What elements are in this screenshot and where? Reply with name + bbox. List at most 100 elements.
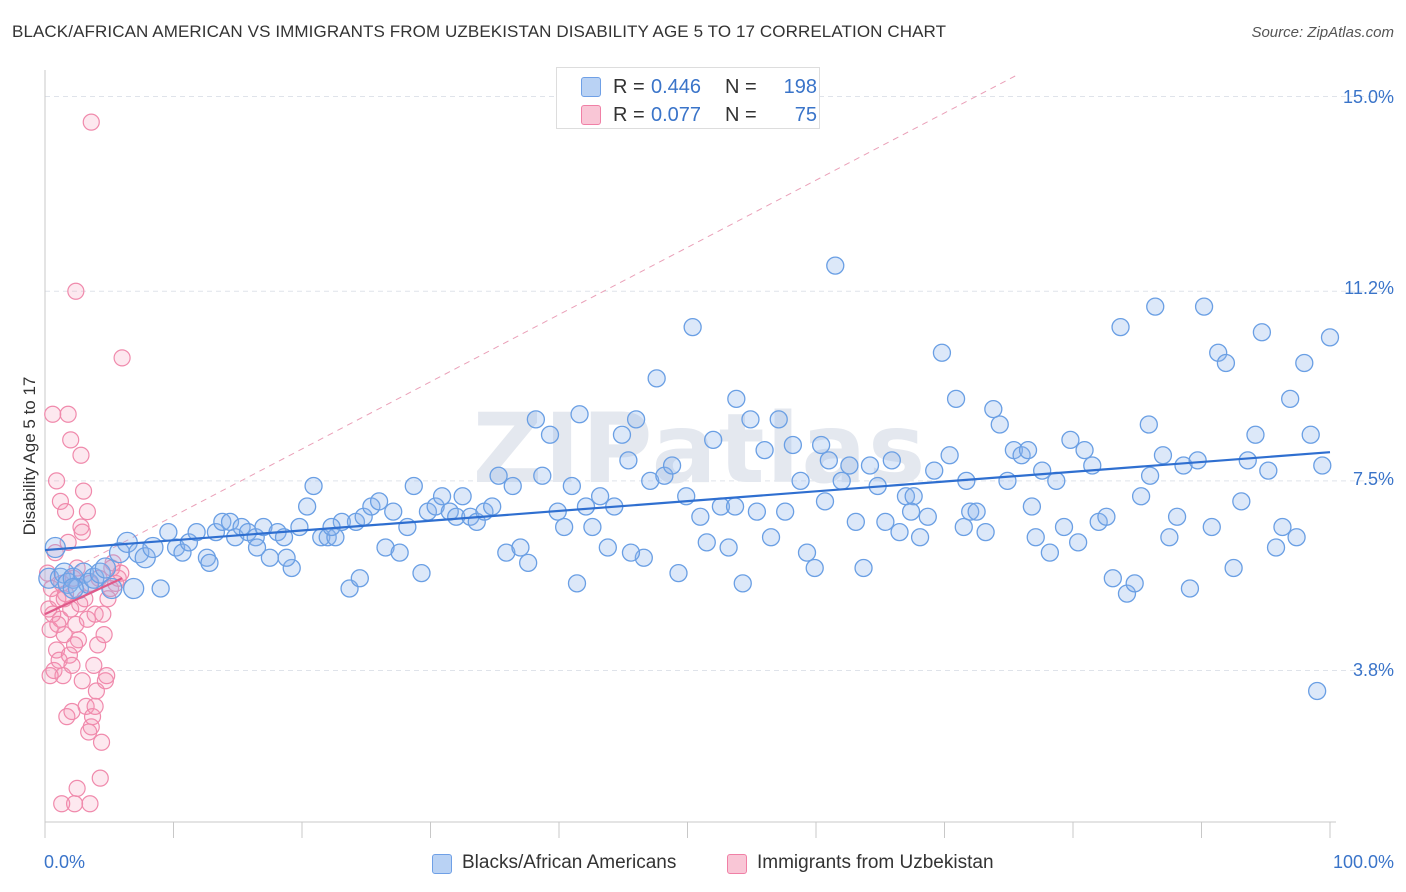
point-black-70 — [511, 538, 530, 557]
point-uzbekistan-69 — [98, 667, 116, 685]
point-black-136 — [984, 399, 1003, 419]
point-black-34 — [254, 517, 273, 537]
point-black-128 — [925, 461, 944, 480]
point-black-100 — [727, 389, 746, 409]
r-label: R = — [613, 76, 645, 98]
point-uzbekistan-62 — [41, 667, 59, 685]
point-uzbekistan-36 — [85, 656, 103, 674]
point-black-50 — [369, 492, 389, 511]
point-black-135 — [976, 522, 995, 542]
point-black-144 — [1040, 543, 1060, 562]
point-black-153 — [1103, 569, 1122, 588]
point-black-195 — [1022, 497, 1042, 516]
point-black-183 — [1313, 456, 1332, 475]
point-black-52 — [384, 502, 403, 521]
point-black-55 — [404, 476, 423, 496]
point-black-181 — [1301, 425, 1320, 444]
point-black-138 — [998, 471, 1017, 491]
point-black-102 — [741, 410, 760, 429]
point-black-110 — [797, 543, 817, 562]
point-black-145 — [1047, 471, 1066, 491]
point-black-167 — [1202, 517, 1221, 537]
point-uzbekistan-39 — [89, 636, 107, 654]
point-black-179 — [1287, 528, 1306, 547]
point-black-24 — [187, 522, 206, 542]
point-black-67 — [489, 466, 508, 485]
point-black-177 — [1273, 517, 1292, 537]
x-tick-100: 100.0% — [1332, 852, 1394, 872]
point-uzbekistan-58 — [65, 636, 84, 654]
source-label: Source: ZipAtlas.com — [1251, 24, 1394, 41]
point-black-117 — [846, 512, 865, 532]
point-black-107 — [776, 502, 795, 521]
point-black-28 — [213, 512, 232, 532]
point-black-104 — [755, 440, 774, 460]
legend-label: Immigrants from Uzbekistan — [757, 852, 994, 873]
point-black-78 — [570, 405, 589, 424]
point-uzbekistan-42 — [94, 605, 112, 623]
point-black-165 — [1188, 451, 1207, 470]
legend-pink-swatch — [727, 854, 747, 874]
n-label: N = — [725, 76, 757, 98]
point-black-164 — [1180, 579, 1200, 598]
point-black-53 — [390, 543, 409, 562]
point-black-25 — [197, 548, 217, 567]
series-uzbekistan — [38, 113, 131, 813]
point-black-129 — [932, 343, 952, 362]
point-black-95 — [691, 507, 710, 526]
point-black-86 — [626, 410, 646, 429]
point-black-11 — [94, 557, 117, 579]
stats-legend: R = 0.446 N = 198 R = 0.077 N = 75 — [556, 67, 820, 129]
point-black-122 — [882, 451, 901, 470]
point-black-121 — [876, 512, 895, 532]
point-black-103 — [747, 502, 767, 521]
point-black-156 — [1125, 574, 1144, 593]
point-black-71 — [519, 553, 538, 573]
point-uzbekistan-59 — [44, 405, 62, 423]
diagonal-reference-line — [44, 75, 1016, 584]
point-black-152 — [1097, 507, 1116, 526]
point-black-97 — [704, 430, 723, 450]
y-tick-11-2: 11.2% — [1344, 278, 1394, 298]
point-uzbekistan-28 — [74, 482, 93, 500]
n-value-blue: 198 — [783, 76, 817, 98]
point-black-169 — [1216, 353, 1236, 373]
point-black-160 — [1153, 446, 1173, 465]
point-black-162 — [1167, 507, 1187, 526]
point-black-59 — [432, 487, 452, 506]
point-black-22 — [173, 543, 192, 562]
point-black-105 — [761, 528, 781, 547]
point-black-111 — [805, 558, 824, 578]
point-black-158 — [1139, 415, 1158, 434]
point-black-115 — [832, 471, 851, 491]
point-uzbekistan-57 — [59, 405, 77, 423]
point-uzbekistan-27 — [73, 672, 91, 690]
point-black-66 — [483, 497, 502, 516]
point-black-1 — [44, 536, 66, 559]
r-label: R = — [613, 104, 645, 126]
point-uzbekistan-54 — [72, 446, 90, 464]
point-black-132 — [954, 517, 973, 537]
point-uzbekistan-61 — [86, 697, 104, 715]
point-black-131 — [946, 389, 966, 409]
point-black-41 — [304, 476, 323, 496]
point-black-106 — [769, 410, 788, 429]
point-uzbekistan-49 — [112, 564, 130, 582]
point-uzbekistan-35 — [83, 708, 102, 726]
point-uzbekistan-53 — [68, 779, 86, 797]
point-black-194 — [1140, 466, 1160, 485]
point-uzbekistan-19 — [63, 656, 81, 674]
point-black-19 — [151, 579, 170, 598]
point-uzbekistan-16 — [59, 533, 77, 551]
point-black-51 — [376, 538, 395, 557]
point-black-119 — [860, 456, 880, 475]
point-black-171 — [1232, 492, 1251, 511]
point-black-197 — [621, 543, 641, 562]
point-uzbekistan-68 — [81, 795, 99, 813]
point-black-61 — [447, 507, 466, 526]
point-black-91 — [662, 456, 682, 475]
point-black-85 — [619, 451, 638, 470]
legend-blue-swatch — [432, 854, 452, 874]
diagonal-reference — [44, 75, 1016, 584]
point-black-69 — [503, 476, 522, 496]
